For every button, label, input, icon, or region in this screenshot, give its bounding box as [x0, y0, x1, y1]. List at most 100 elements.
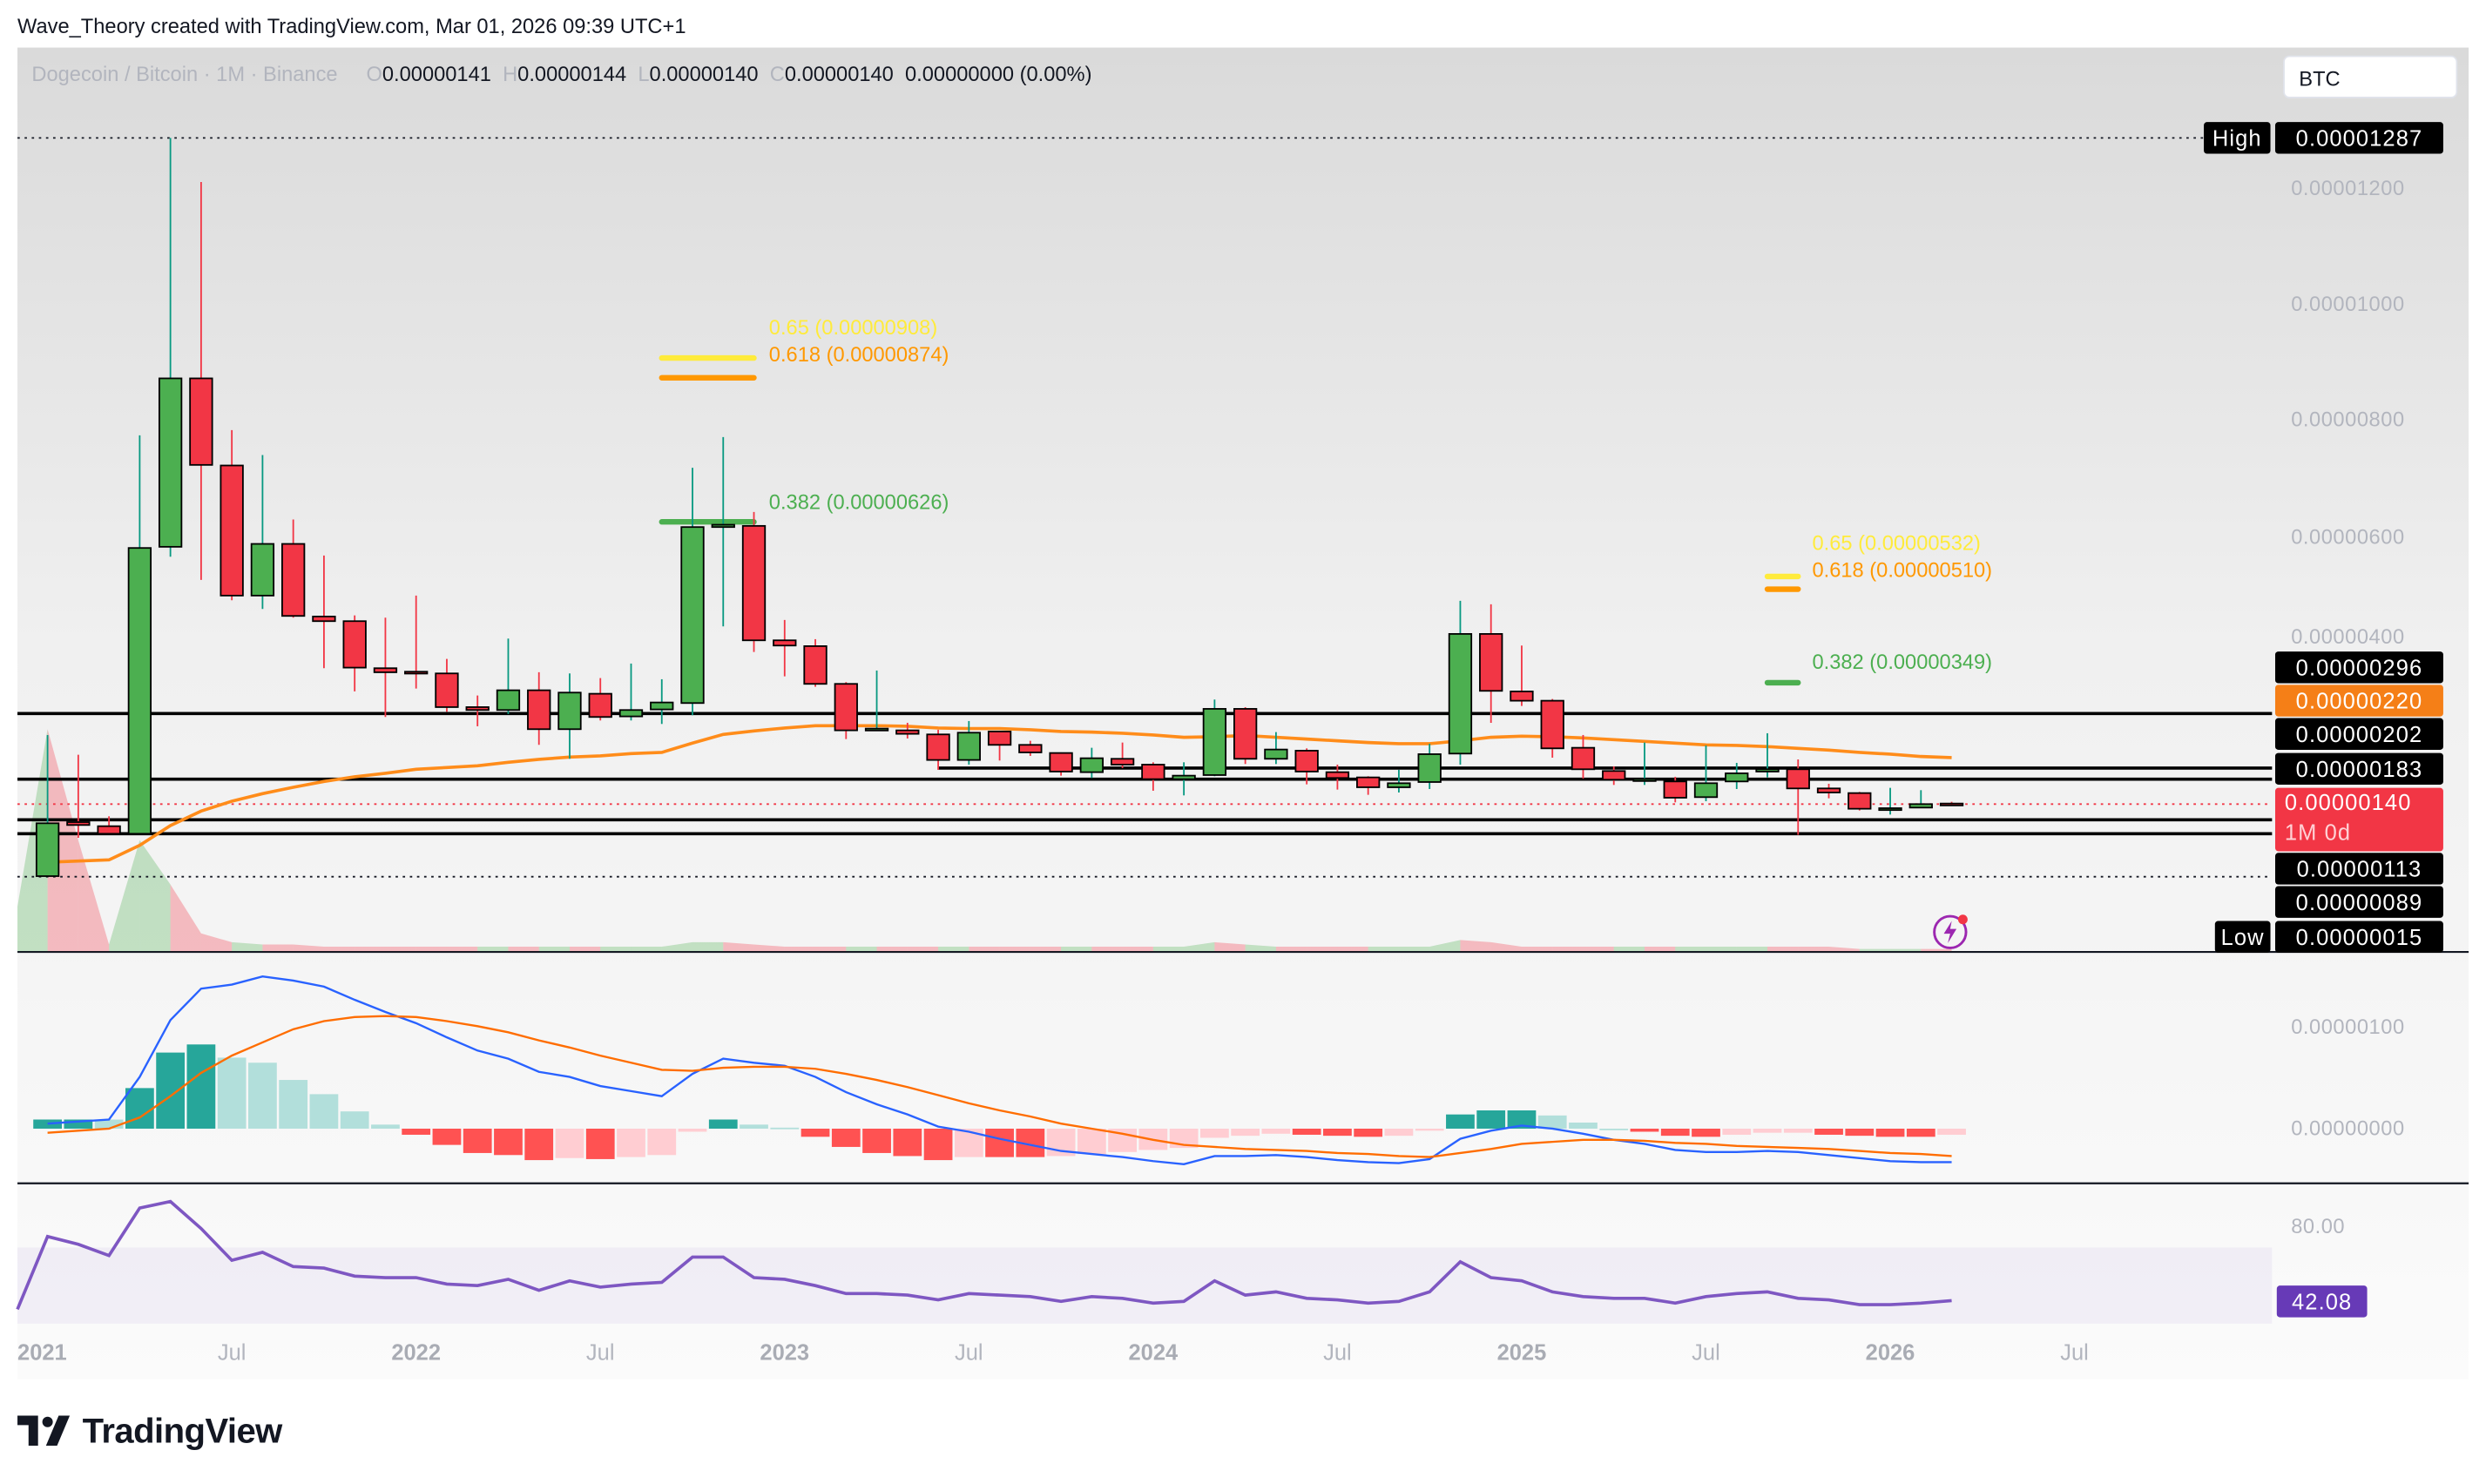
- volume-area: [692, 941, 724, 952]
- author-credit: Wave_Theory created with TradingView.com…: [17, 14, 686, 38]
- volume-area: [723, 941, 754, 952]
- macd-histogram-bar: [1783, 1128, 1813, 1133]
- macd-histogram-bar: [156, 1052, 186, 1129]
- candle-body: [1049, 752, 1073, 772]
- candle-body: [1110, 758, 1135, 766]
- candle-body: [1848, 792, 1872, 810]
- volume-area: [938, 947, 969, 952]
- candle-body: [1264, 748, 1288, 760]
- volume-area: [415, 947, 447, 952]
- symbol-title[interactable]: Dogecoin / Bitcoin · 1M · Binance: [31, 62, 337, 85]
- candle-body: [1172, 774, 1196, 780]
- level-tag: 0.00000113: [2274, 853, 2443, 885]
- macd-histogram-bar: [94, 1119, 124, 1129]
- macd-histogram-bar: [340, 1111, 369, 1129]
- volume-area: [1828, 947, 1860, 952]
- time-tick: 2024: [1128, 1339, 1179, 1366]
- macd-tick: 0.00000100: [2291, 1014, 2405, 1039]
- volume-area: [200, 933, 233, 952]
- candle-body: [496, 689, 521, 712]
- candle-body: [711, 523, 735, 529]
- macd-histogram-bar: [555, 1128, 584, 1158]
- macd-histogram-bar: [309, 1094, 339, 1129]
- candle-body: [834, 683, 858, 732]
- macd-histogram-bar: [494, 1128, 523, 1156]
- candle-body: [250, 543, 275, 597]
- candle-body: [1878, 807, 1902, 812]
- macd-histogram-bar: [1231, 1128, 1260, 1137]
- rsi-band: [17, 1247, 2273, 1324]
- high-price-tag: 0.00001287: [2274, 122, 2443, 154]
- time-tick: Jul: [955, 1339, 983, 1366]
- candle-body: [956, 732, 981, 761]
- volume-area: [846, 947, 877, 952]
- macd-histogram-bar: [1292, 1128, 1321, 1135]
- currency-selector[interactable]: BTC: [2283, 55, 2458, 98]
- candle-body: [1387, 782, 1411, 788]
- candle-body: [1816, 787, 1841, 793]
- volume-area: [1398, 947, 1430, 952]
- macd-histogram-bar: [1446, 1114, 1475, 1129]
- time-tick: 2025: [1496, 1339, 1547, 1366]
- macd-histogram-bar: [585, 1128, 615, 1159]
- volume-area: [1214, 941, 1246, 952]
- macd-histogram-bar: [402, 1128, 431, 1135]
- candle-body: [158, 377, 183, 548]
- candle-body: [312, 615, 336, 623]
- candle-body: [773, 639, 797, 647]
- volume-area: [1767, 947, 1799, 952]
- volume-area: [1521, 947, 1553, 952]
- candle-body: [1693, 782, 1719, 799]
- candle-body: [281, 543, 306, 617]
- candle-body: [1448, 632, 1473, 755]
- volume-area: [1583, 947, 1614, 952]
- level-tag: 0.00000202: [2274, 718, 2443, 750]
- macd-histogram-bar: [1323, 1128, 1352, 1137]
- candle-body: [864, 727, 889, 732]
- macd-histogram-bar: [1599, 1128, 1629, 1130]
- tradingview-logo[interactable]: TradingView: [17, 1411, 282, 1452]
- candle-body: [1725, 772, 1749, 783]
- sma-tag: 0.00000220: [2274, 685, 2443, 717]
- macd-histogram-bar: [708, 1119, 738, 1129]
- candle-body: [1356, 776, 1381, 788]
- volume-area: [1091, 947, 1123, 952]
- candle-body: [1663, 780, 1687, 799]
- volume-area: [293, 944, 324, 952]
- candle-body: [1755, 768, 1780, 772]
- macd-histogram-bar: [432, 1128, 462, 1145]
- volume-area: [385, 947, 416, 952]
- volume-area: [1736, 947, 1768, 952]
- volume-area: [1030, 947, 1062, 952]
- macd-histogram-bar: [1507, 1110, 1537, 1129]
- macd-histogram-bar: [1937, 1128, 1966, 1135]
- volume-area: [1706, 947, 1737, 952]
- volume-area: [1275, 947, 1307, 952]
- volume-area: [477, 947, 509, 952]
- volume-area: [47, 729, 78, 952]
- high-label: H: [503, 61, 518, 86]
- macd-histogram-bar: [524, 1128, 554, 1161]
- volume-area: [1859, 948, 1891, 952]
- lightning-icon[interactable]: [1933, 913, 1971, 959]
- price-tick: 0.00000600: [2291, 523, 2405, 549]
- candle-body: [926, 733, 950, 761]
- candle-body: [618, 709, 644, 718]
- volume-area: [999, 947, 1030, 952]
- volume-area: [1798, 947, 1829, 952]
- level-tag: 0.00000089: [2274, 886, 2443, 918]
- macd-histogram-bar: [1200, 1128, 1229, 1138]
- bar-countdown: 1M 0d: [2284, 820, 2352, 846]
- macd-histogram-bar: [1875, 1128, 1905, 1137]
- last-price-tag: 0.00000140 1M 0d: [2274, 787, 2443, 852]
- macd-histogram-bar: [1722, 1128, 1752, 1135]
- time-tick: 2026: [1865, 1339, 1915, 1366]
- volume-area: [1675, 947, 1706, 952]
- tradingview-logo-icon: [17, 1415, 71, 1447]
- volume-area: [538, 947, 570, 952]
- volume-area: [815, 947, 847, 952]
- candle-body: [435, 672, 459, 708]
- candle-body: [803, 645, 828, 685]
- rsi-tick: 80.00: [2291, 1214, 2346, 1238]
